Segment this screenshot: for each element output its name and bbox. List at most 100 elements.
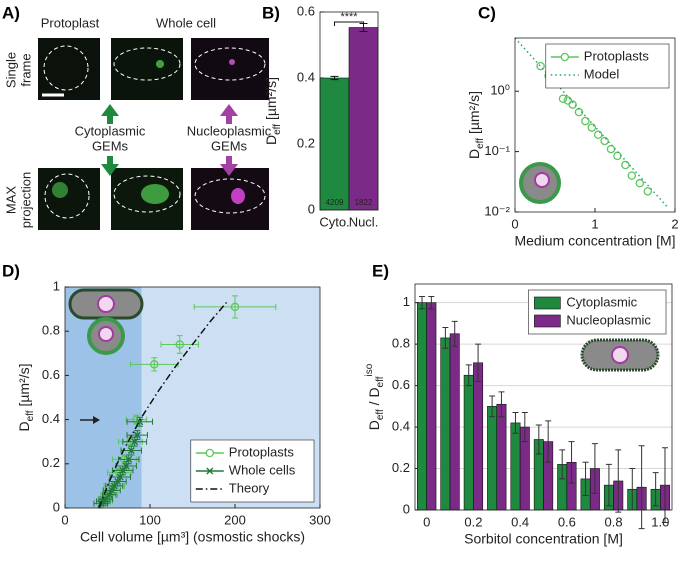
error-bar (176, 335, 183, 354)
legend-label: Model (584, 66, 620, 81)
error-bar (521, 412, 528, 443)
arrow (101, 156, 119, 176)
panel-label: C) (478, 3, 496, 22)
row-label: frame (18, 53, 33, 86)
y-tick-label: 0.4 (297, 69, 315, 84)
y-axis-label-part: D (16, 421, 32, 431)
y-tick-label: 10⁻² (484, 203, 510, 218)
marker (627, 171, 637, 180)
y-axis-label-part: D (366, 420, 382, 430)
significance-label: **** (340, 11, 358, 23)
bar (440, 337, 451, 511)
error-bar (489, 395, 496, 418)
column-label: Whole cell (156, 15, 216, 30)
outline (113, 175, 181, 213)
marker (606, 144, 616, 154)
row-label: Single (3, 52, 18, 88)
count-label: 4209 (326, 198, 344, 207)
y-tick-label: 10⁻¹ (484, 143, 510, 158)
line (98, 301, 228, 509)
nucleus-icon (534, 172, 550, 188)
outline (44, 173, 90, 219)
y-axis-label-part: [µm²/s] (466, 91, 482, 138)
panel-label: A) (2, 3, 20, 22)
arrow (101, 104, 119, 124)
x-axis-label: Medium concentration [M] (514, 233, 675, 249)
legend-label: Protoplasts (229, 444, 295, 459)
legend-marker (205, 448, 215, 458)
error-bar (475, 343, 482, 382)
x-tick-label: 2 (671, 216, 678, 231)
legend-label: Theory (229, 480, 270, 495)
error-bar (615, 449, 622, 513)
axes-frame (414, 283, 673, 511)
x-axis-label: Cell volume [µm³] (osmostic shocks) (80, 529, 305, 545)
y-axis-label-part: / D (366, 387, 382, 409)
arrow (220, 104, 238, 124)
bar (496, 403, 507, 511)
y-axis-label-part: iso (364, 363, 375, 376)
y-tick-label: 0.2 (42, 455, 60, 470)
image (191, 38, 269, 100)
bar (449, 333, 460, 511)
x-tick-label: 1.0 (651, 514, 669, 529)
spot (141, 184, 169, 204)
marker (175, 340, 184, 349)
legend-marker (206, 467, 214, 475)
x-tick-label: 0 (423, 514, 430, 529)
x-tick-label: 100 (139, 512, 161, 527)
x-tick-label: Cyto. (319, 214, 349, 229)
y-tick-label: 0.6 (392, 377, 410, 392)
x-tick-label: 300 (309, 512, 331, 527)
image (38, 168, 100, 230)
axes-frame (64, 286, 321, 509)
marker (563, 96, 573, 105)
spot (231, 188, 245, 204)
legend-swatch (534, 314, 561, 328)
line (514, 37, 668, 208)
error-bar (568, 441, 575, 484)
marker (131, 438, 139, 446)
panel-label: E) (372, 261, 389, 280)
legend-swatch (534, 296, 561, 310)
bar (319, 77, 350, 211)
error-bar (535, 424, 542, 455)
marker (568, 100, 577, 109)
error-bar (512, 412, 519, 434)
x-tick-label: 0.6 (558, 514, 576, 529)
spot (156, 60, 164, 68)
y-axis-label: Deff [µm²/s] (263, 77, 283, 145)
spot (229, 59, 235, 65)
y-tick-label: 0.8 (392, 336, 410, 351)
spot (52, 182, 68, 198)
x-tick-label: 0 (511, 216, 518, 231)
legend-label: Whole cells (229, 462, 296, 477)
image (38, 38, 100, 100)
annotation: Cytoplasmic (75, 123, 146, 138)
count-label: 1822 (355, 198, 373, 207)
y-tick-label: 0 (403, 501, 410, 516)
x-tick-label: 0 (61, 512, 68, 527)
axes-frame (514, 37, 676, 213)
marker (621, 160, 630, 170)
image (111, 38, 183, 100)
x-tick-label: 200 (224, 512, 246, 527)
marker (613, 151, 622, 161)
y-axis-label-part: eff (272, 124, 283, 135)
pointer-arrow (93, 416, 100, 424)
y-tick-label: 10⁰ (490, 83, 510, 98)
annotation: GEMs (211, 138, 248, 153)
y-tick-label: 0.8 (42, 323, 60, 338)
y-axis-label-part: [µm²/s] (16, 363, 32, 410)
y-tick-label: 1 (403, 294, 410, 309)
y-axis-label-part: D (466, 149, 482, 159)
nucleus-icon (97, 295, 115, 313)
marker (558, 94, 568, 103)
x-tick-label: 1 (591, 216, 598, 231)
y-axis-label-part: eff (375, 409, 386, 420)
marker (149, 360, 159, 369)
icons (68, 162, 660, 424)
panel-label: B) (262, 3, 280, 22)
marker (230, 302, 240, 312)
